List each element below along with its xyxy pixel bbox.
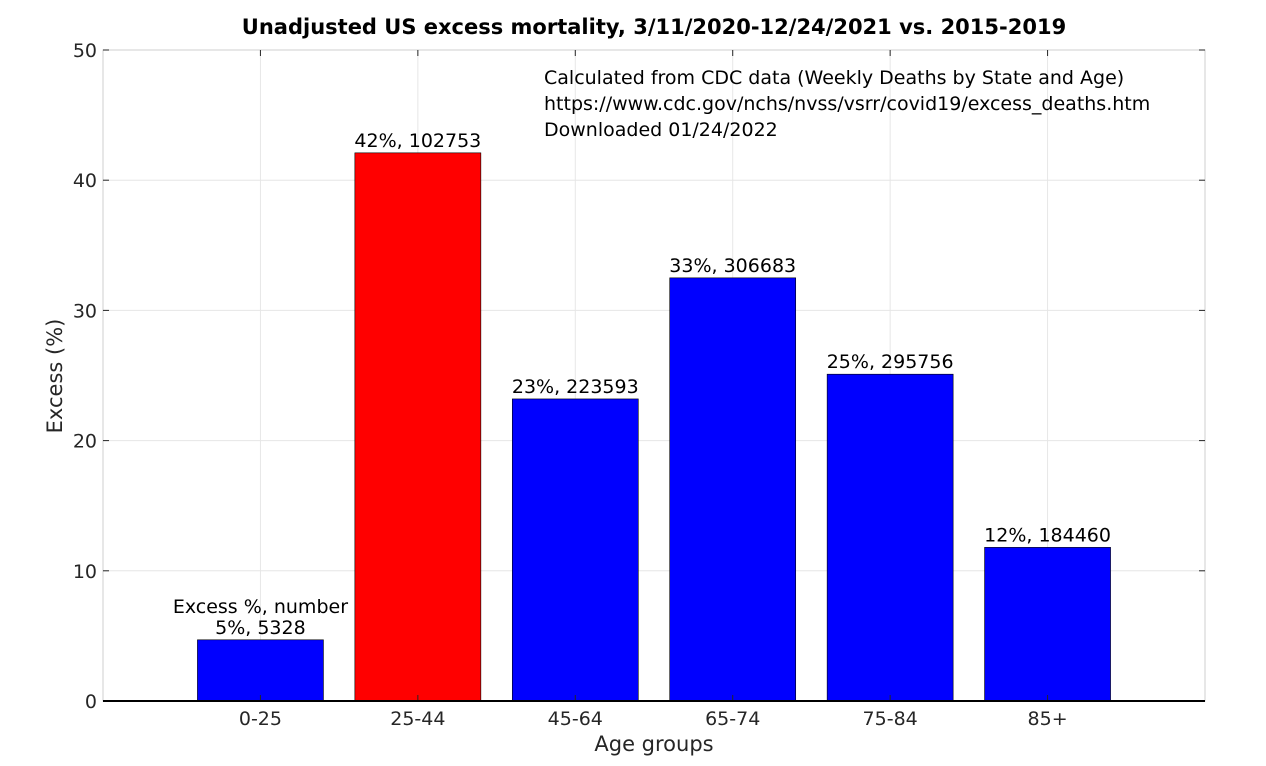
bar-data-label: 33%, 306683 (669, 255, 796, 277)
chart-title: Unadjusted US excess mortality, 3/11/202… (242, 15, 1066, 39)
x-tick-label: 75-84 (863, 708, 918, 730)
annotation-line: Calculated from CDC data (Weekly Deaths … (544, 67, 1124, 89)
bar-data-label: 23%, 223593 (512, 376, 639, 398)
annotation-line: Downloaded 01/24/2022 (544, 119, 778, 141)
x-tick-label: 45-64 (548, 708, 603, 730)
bar-85+ (984, 547, 1111, 702)
source-annotation: Calculated from CDC data (Weekly Deaths … (544, 67, 1150, 141)
y-axis: 0 10 20 30 40 50 (73, 40, 1205, 713)
y-axis-label: Excess (%) (43, 319, 67, 434)
x-tick-label: 0-25 (239, 708, 282, 730)
y-tick-label: 20 (73, 431, 97, 453)
bar-data-label: 5%, 5328 (215, 617, 306, 639)
bar-75-84 (826, 373, 954, 702)
bar-0-25 (197, 639, 324, 702)
bars (197, 152, 1111, 702)
y-tick-label: 40 (73, 170, 97, 192)
y-tick-label: 0 (85, 691, 97, 713)
x-tick-label: 65-74 (705, 708, 760, 730)
x-axis: 0-25 25-44 45-64 65-74 75-84 85+ (103, 50, 1205, 730)
bar-25-44 (354, 152, 482, 702)
bar-65-74 (669, 277, 797, 702)
bar-data-labels: 5%, 5328 42%, 102753 23%, 223593 33%, 30668… (215, 130, 1111, 639)
y-tick-label: 10 (73, 561, 97, 583)
bar-45-64 (511, 398, 639, 702)
x-tick-label: 25-44 (390, 708, 445, 730)
x-tick-label: 85+ (1028, 708, 1068, 730)
bar-data-label: 25%, 295756 (827, 351, 954, 373)
bar-data-label: 42%, 102753 (354, 130, 481, 152)
y-tick-label: 30 (73, 300, 97, 322)
x-axis-label: Age groups (594, 732, 713, 756)
bar-data-label: 12%, 184460 (984, 524, 1111, 546)
data-label-legend-note: Excess %, number (173, 596, 348, 618)
y-tick-label: 50 (73, 40, 97, 62)
annotation-line: https://www.cdc.gov/nchs/nvss/vsrr/covid… (544, 93, 1150, 115)
